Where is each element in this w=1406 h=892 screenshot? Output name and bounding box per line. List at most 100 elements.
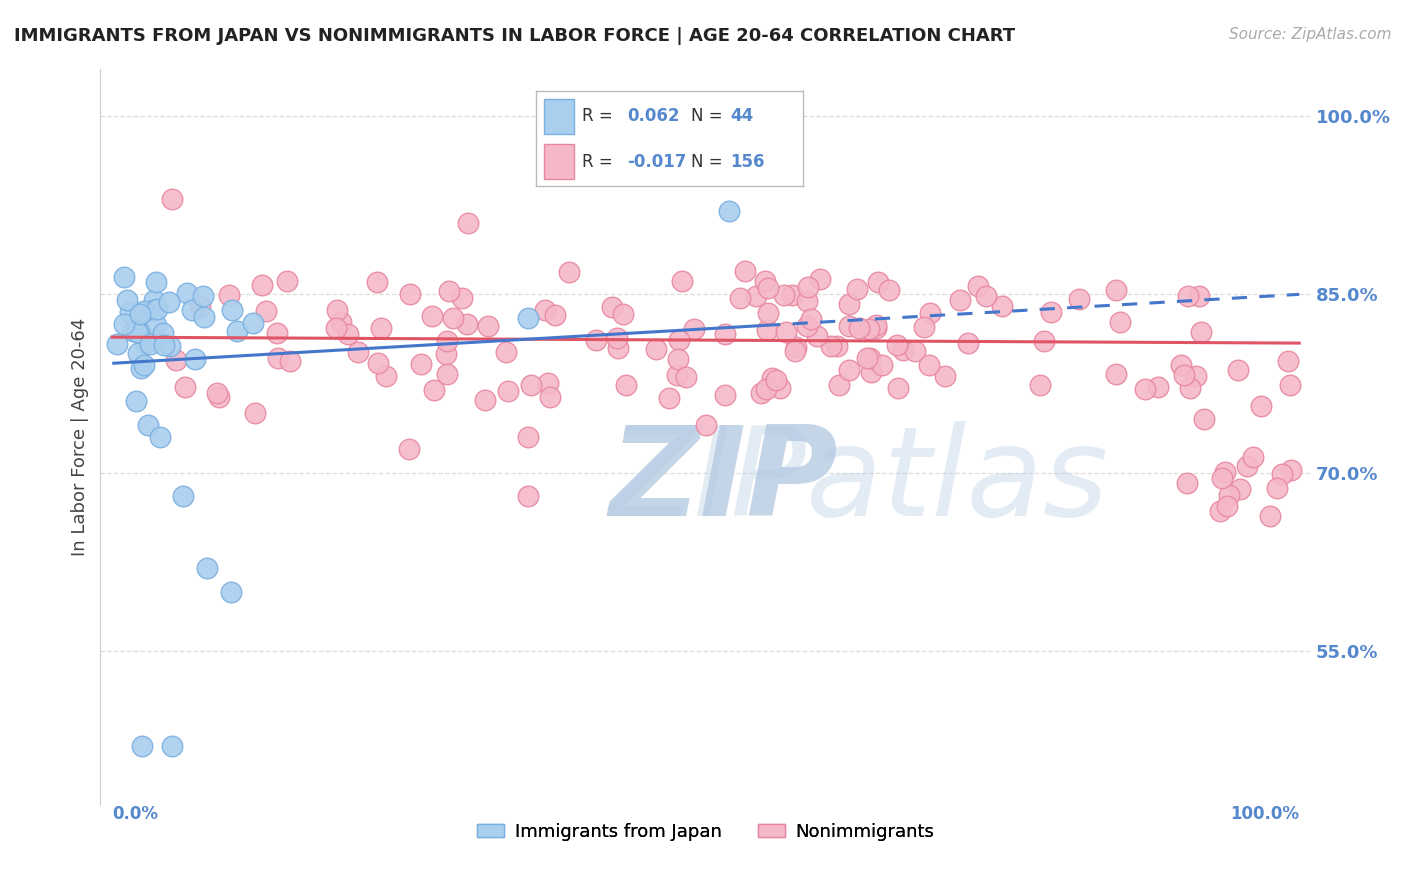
Point (1265, 482, 1288, 496)
Point (184, 351, 207, 366)
Point (112, 317, 135, 331)
Point (1175, 476, 1198, 491)
Point (221, 302, 243, 317)
Point (754, 275, 776, 289)
Text: ZIPatlas: ZIPatlas (609, 421, 1109, 541)
Point (1173, 368, 1195, 382)
Point (761, 370, 783, 384)
Point (136, 418, 159, 433)
Point (848, 321, 870, 335)
Point (172, 490, 194, 504)
Point (1189, 325, 1212, 339)
Point (128, 325, 150, 339)
Point (644, 342, 666, 356)
Point (585, 333, 607, 347)
Point (1069, 292, 1091, 306)
Point (859, 351, 882, 365)
Point (796, 318, 818, 333)
Point (1241, 450, 1264, 464)
Point (1039, 305, 1062, 319)
Point (434, 347, 457, 361)
Point (665, 368, 688, 382)
Point (1184, 368, 1206, 383)
Point (122, 325, 145, 339)
Point (614, 378, 637, 392)
Point (756, 281, 779, 295)
Point (1170, 358, 1192, 372)
Point (755, 323, 778, 337)
Point (918, 306, 941, 320)
Point (105, 337, 128, 351)
Point (856, 351, 879, 365)
Point (125, 324, 148, 338)
Point (516, 430, 538, 444)
Text: 100.0%: 100.0% (1230, 805, 1299, 823)
Point (398, 442, 420, 456)
Point (134, 303, 156, 318)
Point (399, 287, 422, 301)
Point (411, 357, 433, 371)
Point (675, 370, 697, 384)
Point (218, 288, 240, 302)
Point (666, 352, 689, 367)
Point (668, 333, 690, 347)
Point (205, 386, 228, 401)
Point (808, 272, 831, 286)
Point (152, 326, 174, 341)
Point (128, 307, 150, 321)
Y-axis label: In Labor Force | Age 20-64: In Labor Force | Age 20-64 (72, 318, 89, 556)
Point (886, 381, 908, 395)
Point (160, 739, 183, 753)
Point (457, 216, 479, 230)
Point (143, 332, 166, 346)
Point (773, 287, 796, 301)
Point (886, 337, 908, 351)
Text: 0.0%: 0.0% (112, 805, 159, 823)
Point (375, 369, 398, 384)
Point (195, 560, 218, 574)
Point (949, 293, 972, 308)
Point (436, 368, 458, 382)
Point (420, 309, 443, 323)
Point (134, 358, 156, 372)
Point (783, 343, 806, 358)
Point (912, 319, 935, 334)
Point (145, 275, 167, 289)
Point (250, 278, 273, 293)
Point (1278, 378, 1301, 392)
Point (1229, 482, 1251, 496)
Point (534, 302, 557, 317)
Point (330, 315, 353, 329)
Point (226, 324, 249, 338)
Point (607, 341, 630, 355)
Point (1105, 283, 1128, 297)
Point (1279, 463, 1302, 477)
Point (796, 293, 818, 308)
Point (537, 376, 560, 391)
Point (176, 285, 198, 300)
Point (806, 328, 828, 343)
Point (496, 384, 519, 398)
Point (142, 303, 165, 318)
Point (872, 359, 894, 373)
Point (134, 336, 156, 351)
Point (1216, 499, 1239, 513)
Point (366, 276, 388, 290)
Point (838, 297, 860, 311)
Point (860, 365, 883, 379)
Point (785, 340, 807, 354)
Point (208, 390, 231, 404)
Point (820, 339, 842, 353)
Point (718, 204, 741, 219)
Point (153, 338, 176, 352)
Point (991, 299, 1014, 313)
Point (266, 351, 288, 366)
Point (477, 319, 499, 334)
Point (441, 311, 464, 326)
Point (1135, 382, 1157, 396)
Point (845, 282, 868, 296)
Point (865, 318, 887, 333)
Point (242, 316, 264, 330)
Point (325, 320, 347, 334)
Point (125, 325, 148, 339)
